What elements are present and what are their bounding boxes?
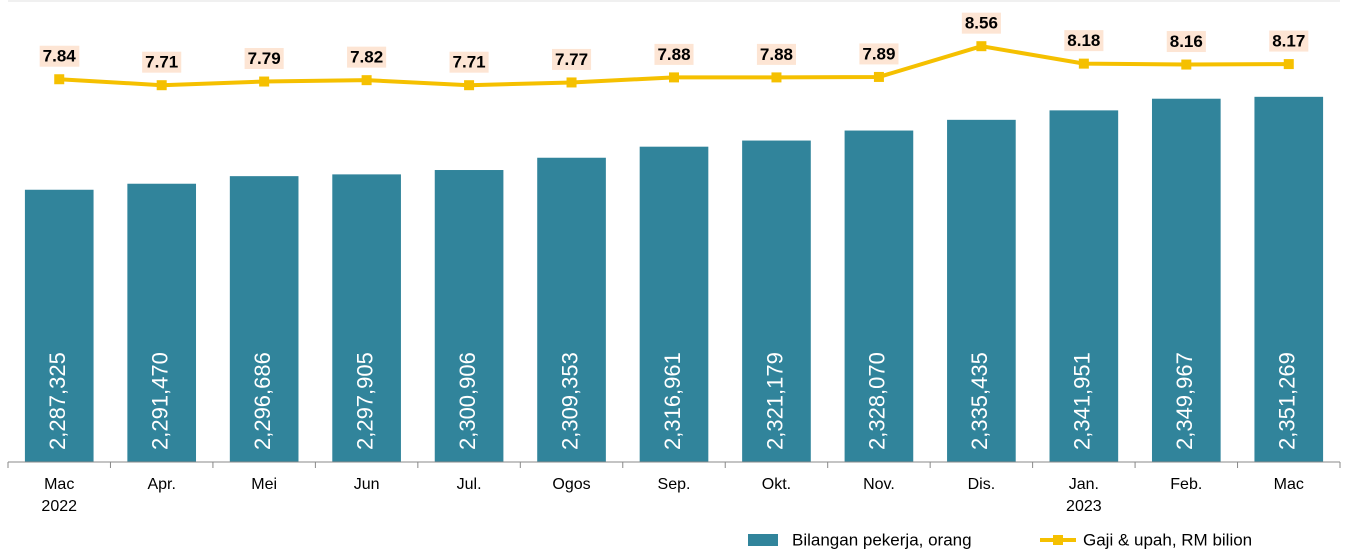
line-value-label: 7.77 (555, 50, 588, 69)
line-value-label: 7.84 (43, 47, 77, 66)
bar (1254, 96, 1324, 462)
legend: Bilangan pekerja, orang Gaji & upah, RM b… (748, 530, 1252, 549)
bar (1049, 110, 1119, 462)
bar-value-label: 2,341,951 (1070, 352, 1095, 450)
bar-value-label: 2,287,325 (45, 352, 70, 450)
x-tick-label: Nov. (863, 476, 895, 493)
line-value-label: 7.88 (760, 45, 793, 64)
line-marker (54, 74, 65, 85)
bar-value-label: 2,316,961 (660, 352, 685, 450)
data-label-box (756, 43, 797, 65)
bar-value-label: 2,321,179 (762, 352, 787, 450)
bar (844, 130, 914, 462)
line-value-label: 7.71 (453, 53, 486, 72)
line-value-label: 7.82 (350, 48, 383, 67)
x-tick-label: Mac (1273, 476, 1304, 493)
bar (1151, 98, 1221, 462)
bar-value-label: 2,335,435 (967, 352, 992, 450)
bar-value-label: 2,300,906 (455, 352, 480, 450)
x-tick-label: Jun (353, 476, 380, 493)
line-marker (771, 72, 782, 83)
bar (639, 146, 709, 462)
legend-marker (1053, 535, 1063, 545)
line-value-label: 8.56 (965, 14, 998, 33)
bar-value-label: 2,351,269 (1275, 352, 1300, 450)
line-marker (976, 41, 987, 52)
x-tick-label: Dis. (967, 476, 996, 493)
line-value-label: 7.89 (862, 44, 895, 63)
bar-value-label: 2,349,967 (1172, 352, 1197, 450)
legend-label: Bilangan pekerja, orang (792, 530, 972, 549)
bar (947, 119, 1016, 462)
line-marker (361, 75, 372, 86)
line-marker (464, 80, 475, 91)
bar (537, 157, 606, 463)
data-label-box (654, 43, 694, 65)
bar-value-label: 2,291,470 (148, 352, 173, 450)
line-marker (1078, 58, 1089, 69)
bar-value-label: 2,297,905 (352, 352, 377, 450)
line-value-label: 7.71 (145, 53, 178, 72)
data-label-box (347, 46, 387, 68)
data-label-box (1166, 31, 1206, 53)
bar-value-label: 2,309,353 (557, 352, 582, 450)
x-tick-label: Jan. 2023 (1066, 476, 1102, 515)
data-label-box (551, 48, 592, 70)
data-label-box (244, 48, 284, 70)
x-tick-label: Mac 2022 (41, 476, 78, 515)
line-marker (156, 80, 167, 91)
data-label-box (39, 45, 80, 67)
data-label-box (1269, 30, 1309, 52)
bar (332, 174, 401, 463)
bar (742, 140, 811, 462)
x-tick-label: Apr. (147, 476, 176, 493)
line-marker (1181, 59, 1192, 70)
data-label-box (142, 51, 182, 73)
x-tick-label: Mei (251, 476, 278, 493)
line-value-label: 8.18 (1067, 31, 1100, 50)
line-marker (669, 72, 679, 83)
bar (24, 189, 94, 462)
x-tick-label: Sep. (657, 476, 691, 493)
bar-value-label: 2,328,070 (865, 352, 890, 450)
bar (229, 176, 299, 463)
data-label-box (1064, 30, 1104, 52)
legend-label: Gaji & upah, RM bilion (1083, 530, 1252, 549)
x-tick-label: Ogos (552, 476, 591, 493)
line-value-label: 7.88 (657, 45, 690, 64)
x-tick-label: Feb. (1170, 476, 1203, 493)
bar (127, 183, 197, 462)
line-marker (873, 71, 884, 82)
line-marker (259, 76, 270, 87)
line-value-label: 7.79 (248, 49, 281, 68)
legend-swatch (748, 534, 778, 546)
bar-value-label: 2,296,686 (250, 352, 275, 450)
data-label-box (859, 43, 899, 65)
line-marker (566, 77, 577, 88)
data-label-box (961, 12, 1001, 34)
data-label-box (449, 51, 489, 73)
x-tick-label: Jul. (456, 476, 482, 493)
line-value-label: 8.17 (1272, 32, 1305, 51)
x-tick-label: Okt. (761, 476, 792, 493)
line-marker (1283, 59, 1294, 70)
line-value-label: 8.16 (1170, 32, 1203, 51)
bar (434, 170, 504, 463)
